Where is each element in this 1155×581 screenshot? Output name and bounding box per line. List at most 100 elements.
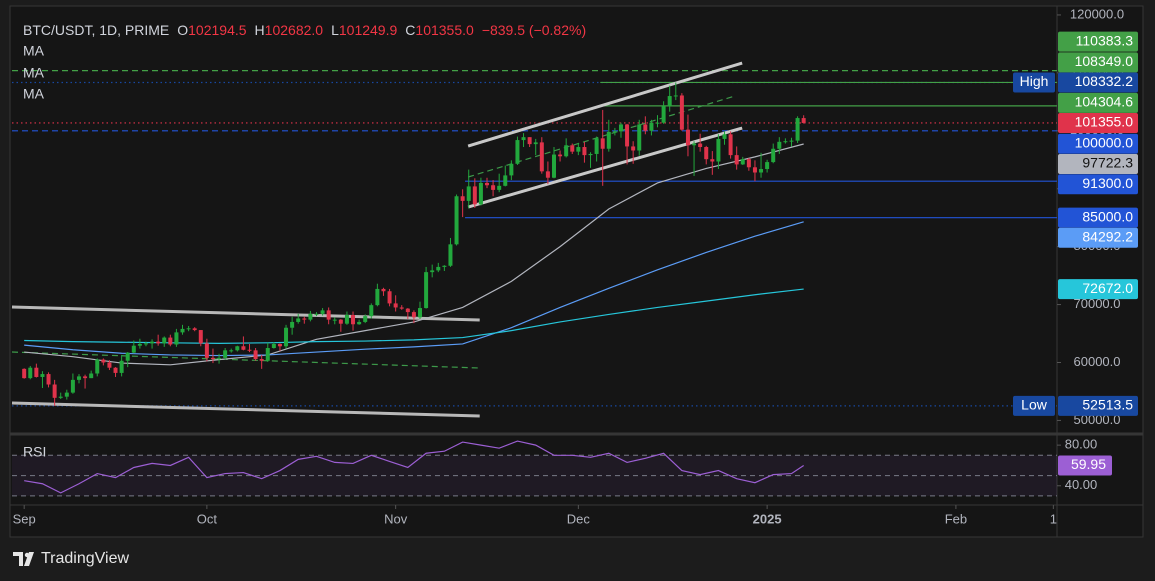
price-label: 91300.0 — [1082, 175, 1133, 191]
candle-body — [692, 143, 697, 146]
rsi-label: RSI — [23, 444, 46, 460]
trend-line — [11, 401, 480, 418]
candle-body — [277, 343, 282, 347]
ohlc-value: 102194.5 — [188, 22, 247, 38]
candle-body — [472, 186, 477, 205]
candle-body — [521, 137, 526, 141]
logo: TradingView — [13, 550, 129, 567]
price-label-box — [1058, 227, 1138, 248]
price-pane — [11, 61, 1057, 418]
candle-body — [217, 357, 222, 360]
candle-body — [399, 307, 404, 309]
candle-body — [156, 341, 161, 344]
candle-body — [740, 159, 745, 165]
candle-body — [497, 185, 502, 190]
candle-body — [667, 96, 672, 106]
rsi-line — [24, 440, 804, 494]
candle-body — [625, 124, 630, 147]
candle-body — [344, 314, 349, 324]
candle-body — [539, 142, 544, 172]
candle-body — [113, 367, 118, 373]
x-tick-label: Sep — [13, 511, 36, 526]
candle-body — [405, 308, 410, 313]
candle-body — [466, 186, 471, 201]
ma-line — [24, 221, 804, 357]
candle-body — [89, 373, 94, 379]
candle-body — [637, 124, 642, 151]
ma-line — [24, 288, 804, 344]
candle-body — [430, 270, 435, 273]
price-label-box — [1058, 279, 1138, 300]
candle-body — [618, 124, 623, 132]
candle-body — [28, 367, 33, 379]
chart-panel — [9, 5, 1144, 538]
x-tick-label: Nov — [384, 511, 408, 526]
trend-line — [11, 351, 480, 369]
logo-mark — [13, 552, 34, 566]
candle-body — [125, 352, 130, 361]
candle-body — [485, 182, 489, 186]
candle-body — [64, 392, 69, 397]
candle-body — [795, 118, 800, 141]
candle-body — [509, 163, 514, 176]
price-tag-box — [1013, 72, 1055, 93]
candle-body — [655, 122, 660, 124]
candle-body — [588, 153, 593, 156]
price-label-box — [1058, 153, 1138, 174]
candle-body — [491, 185, 496, 190]
price-label: 101355.0 — [1075, 114, 1134, 130]
candle-body — [46, 374, 51, 385]
candle-body — [545, 171, 550, 178]
candle-body — [533, 142, 538, 145]
candle-body — [460, 196, 465, 201]
price-label-box — [1058, 52, 1138, 73]
candle-body — [351, 314, 356, 325]
candle-body — [369, 305, 374, 317]
candle-body — [253, 350, 258, 360]
candle-body — [338, 319, 343, 324]
candle-body — [107, 362, 112, 368]
candle-body — [661, 105, 666, 123]
candle-body — [606, 131, 611, 149]
symbol: BTC/USDT, 1D, PRIME — [23, 22, 169, 38]
price-label-box — [1058, 31, 1138, 52]
candle-body — [186, 328, 191, 330]
candle-body — [34, 367, 39, 377]
candle-body — [137, 343, 142, 346]
candle-body — [801, 118, 806, 123]
rsi-tick-label: 40.00 — [1065, 477, 1098, 492]
ma-label: MA — [23, 65, 45, 81]
price-label: 108349.0 — [1075, 53, 1134, 69]
candle-body — [314, 313, 319, 315]
candle-body — [174, 332, 179, 345]
candle-body — [198, 330, 203, 344]
candle-body — [143, 343, 148, 345]
candle-body — [320, 310, 325, 314]
logo-dot — [24, 552, 30, 558]
candle-body — [558, 154, 563, 157]
candle-body — [527, 137, 532, 145]
price-label: 104304.6 — [1075, 94, 1134, 110]
candle-body — [710, 159, 715, 162]
price-label-box — [1058, 207, 1138, 228]
candle-body — [728, 134, 733, 156]
candle-body — [594, 138, 599, 154]
candle-body — [570, 145, 575, 152]
ohlc-value: 101249.9 — [339, 22, 398, 38]
candle-body — [704, 147, 709, 160]
candle-body — [765, 162, 770, 170]
candle-body — [777, 141, 782, 149]
price-tag: High — [1020, 73, 1049, 89]
price-label-box — [1058, 72, 1138, 93]
candle-body — [241, 346, 246, 350]
price-label: 52513.5 — [1082, 397, 1133, 413]
candle-body — [698, 143, 703, 148]
candle-body — [180, 328, 185, 333]
trend-line — [467, 61, 743, 148]
price-label-box — [1058, 112, 1138, 133]
candle-body — [95, 359, 100, 374]
ohlc-key: C — [405, 22, 415, 38]
candle-body — [783, 141, 788, 143]
candle-body — [259, 359, 264, 361]
